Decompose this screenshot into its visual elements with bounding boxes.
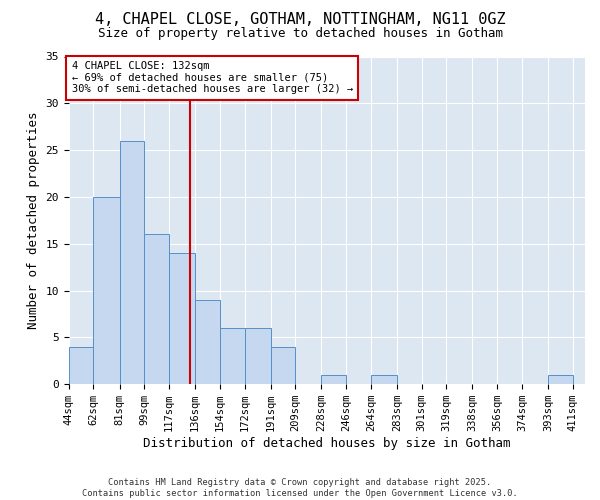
X-axis label: Distribution of detached houses by size in Gotham: Distribution of detached houses by size …: [143, 437, 511, 450]
Bar: [69, 347, 94, 384]
Y-axis label: Number of detached properties: Number of detached properties: [27, 112, 40, 329]
Bar: [94, 197, 119, 384]
Bar: [169, 253, 195, 384]
Bar: [220, 328, 245, 384]
Bar: [144, 234, 169, 384]
Text: Size of property relative to detached houses in Gotham: Size of property relative to detached ho…: [97, 28, 503, 40]
Text: 4 CHAPEL CLOSE: 132sqm
← 69% of detached houses are smaller (75)
30% of semi-det: 4 CHAPEL CLOSE: 132sqm ← 69% of detached…: [71, 61, 353, 94]
Bar: [245, 328, 271, 384]
Text: Contains HM Land Registry data © Crown copyright and database right 2025.
Contai: Contains HM Land Registry data © Crown c…: [82, 478, 518, 498]
Bar: [322, 375, 346, 384]
Bar: [371, 375, 397, 384]
Text: 4, CHAPEL CLOSE, GOTHAM, NOTTINGHAM, NG11 0GZ: 4, CHAPEL CLOSE, GOTHAM, NOTTINGHAM, NG1…: [95, 12, 505, 28]
Bar: [195, 300, 220, 384]
Bar: [119, 141, 144, 384]
Bar: [271, 347, 295, 384]
Bar: [548, 375, 572, 384]
